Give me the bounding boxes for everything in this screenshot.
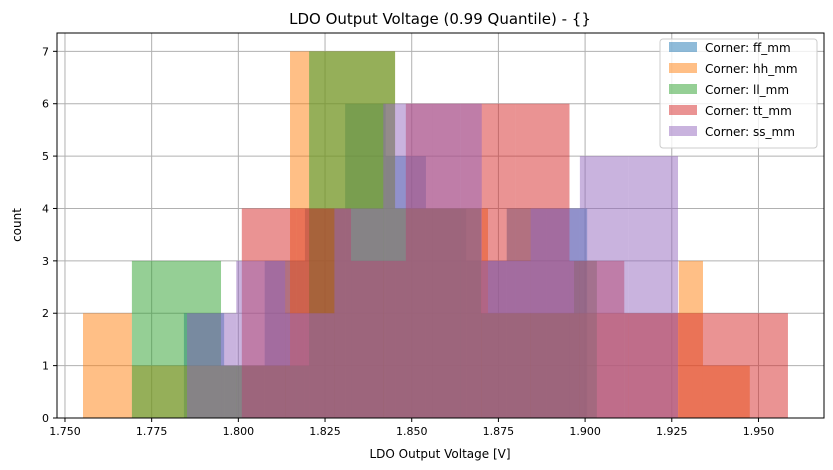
x-tick-label: 1.875 (483, 425, 515, 438)
legend-box (659, 38, 818, 149)
y-axis-label: count (10, 208, 24, 242)
x-tick-label: 1.750 (49, 425, 81, 438)
histogram-bar (187, 313, 237, 418)
x-tick-label: 1.825 (309, 425, 341, 438)
x-tick-label: 1.850 (396, 425, 428, 438)
x-tick-label: 1.950 (743, 425, 775, 438)
histogram-bar (83, 313, 132, 418)
histogram-bar (579, 156, 629, 418)
histogram-bar (334, 208, 384, 418)
y-tick-label: 0 (42, 412, 49, 425)
legend-swatch (669, 105, 697, 115)
y-tick-label: 5 (42, 150, 49, 163)
x-tick-label: 1.800 (223, 425, 255, 438)
histogram-bar (236, 260, 286, 418)
chart-title: LDO Output Voltage (0.99 Quantile) - {} (289, 10, 591, 28)
x-tick-label: 1.925 (656, 425, 688, 438)
histogram-bar (383, 103, 433, 418)
plot-frame (56, 32, 825, 419)
bars (83, 51, 788, 418)
y-tick-label: 1 (42, 360, 49, 373)
y-tick-label: 4 (42, 202, 49, 215)
legend-label: Corner: tt_mm (705, 104, 792, 118)
legend-label: Corner: ll_mm (705, 83, 789, 97)
legend-label: Corner: hh_mm (705, 62, 798, 76)
legend-label: Corner: ss_mm (705, 125, 795, 139)
legend-swatch (669, 63, 697, 73)
histogram-bar (733, 313, 788, 418)
histogram-bar (678, 313, 734, 418)
x-tick-label: 1.900 (569, 425, 601, 438)
x-axis-label: LDO Output Voltage [V] (369, 447, 510, 461)
legend: Corner: ff_mm Corner: hh_mm Corner: ll_mm C… (659, 38, 818, 149)
y-tick-label: 6 (42, 98, 49, 111)
legend-swatch (669, 42, 697, 52)
ticks: 1.750 1.775 1.800 1.825 1.850 1.875 1.900 1.925… (42, 45, 774, 438)
y-tick-label: 2 (42, 307, 49, 320)
x-tick-label: 1.775 (136, 425, 168, 438)
legend-label: Corner: ff_mm (705, 41, 791, 55)
histogram-bar (530, 208, 580, 418)
y-tick-label: 3 (42, 255, 49, 268)
histogram-bar (432, 103, 482, 418)
histogram-bar (481, 260, 531, 418)
y-tick-label: 7 (42, 45, 49, 58)
legend-swatch (669, 84, 697, 94)
histogram-bar (285, 313, 335, 418)
legend-swatch (669, 126, 697, 136)
histogram-bar (628, 156, 679, 418)
series-corner-ss-mm (187, 103, 679, 418)
